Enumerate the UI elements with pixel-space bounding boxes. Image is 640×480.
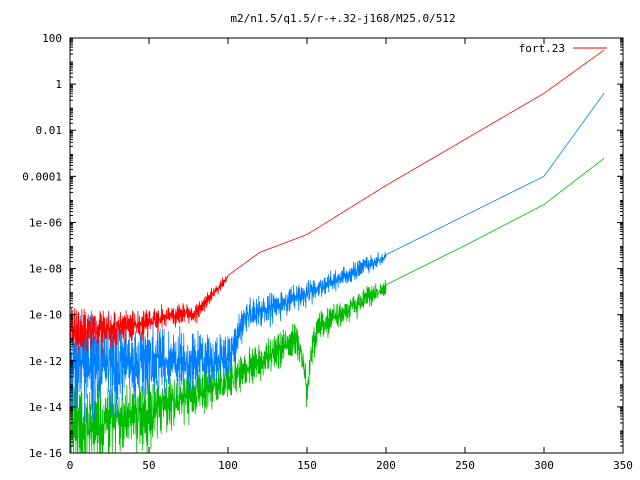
series-layer <box>69 49 605 454</box>
y-tick-label: 100 <box>42 32 62 45</box>
x-tick-label: 50 <box>142 459 155 472</box>
y-tick-label: 1e-08 <box>29 263 62 276</box>
legend-label: fort.23 <box>519 42 565 55</box>
y-tick-label: 0.01 <box>36 124 63 137</box>
y-tick-label: 1e-10 <box>29 309 62 322</box>
y-tick-label: 1e-06 <box>29 216 62 229</box>
legend: fort.23 <box>519 42 607 55</box>
x-tick-label: 350 <box>613 459 633 472</box>
tick-layer: 0 50 100 150 200 250 300 350 1e-16 1e-14 1e-12 1e-1… <box>22 32 633 472</box>
y-tick-label: 1 <box>55 78 62 91</box>
series-line-3 <box>69 158 605 454</box>
plot-frame <box>69 37 624 454</box>
x-tick-label: 250 <box>455 459 475 472</box>
x-tick-label: 100 <box>218 459 238 472</box>
series-line-1 <box>69 49 605 357</box>
y-tick-label: 0.0001 <box>22 170 62 183</box>
x-tick-label: 300 <box>534 459 554 472</box>
y-tick-label: 1e-12 <box>29 355 62 368</box>
y-tick-label: 1e-14 <box>29 401 62 414</box>
y-tick-label: 1e-16 <box>29 447 62 460</box>
x-tick-label: 0 <box>67 459 74 472</box>
x-tick-label: 200 <box>376 459 396 472</box>
series-line-2 <box>69 93 605 423</box>
x-tick-label: 150 <box>297 459 317 472</box>
chart-title: m2/n1.5/q1.5/r-+.32-j168/M25.0/512 <box>230 12 455 25</box>
